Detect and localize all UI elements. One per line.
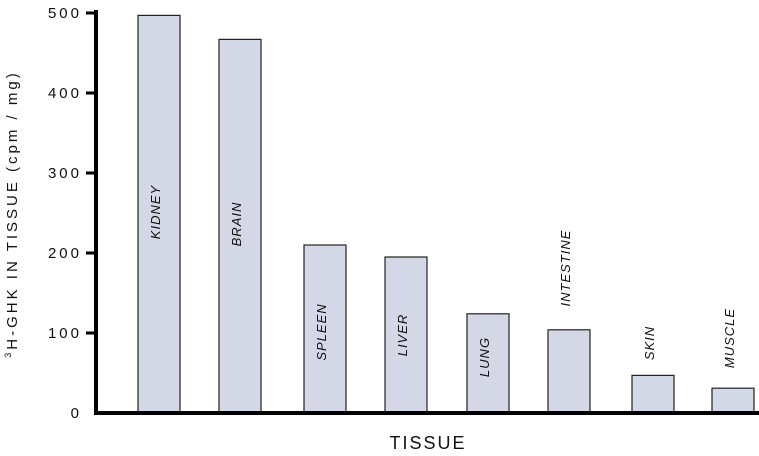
- x-axis-title: TISSUE: [389, 433, 466, 453]
- bar-brain: [218, 38, 262, 414]
- bars-group: [137, 14, 755, 414]
- bar-muscle: [711, 387, 755, 414]
- bar-label-kidney: KIDNEY: [148, 184, 163, 239]
- y-tick-label-400: 400: [48, 85, 82, 102]
- y-axis-title: 3H-GHK IN TISSUE (cpm / mg): [3, 70, 21, 357]
- y-axis-title-superscript: 3: [3, 350, 13, 358]
- y-ticks-group: 0 100 200 300 400 500: [48, 5, 96, 422]
- y-axis-title-text: H-GHK IN TISSUE (cpm / mg): [4, 70, 21, 349]
- bar-labels-group: KIDNEY BRAIN SPLEEN LIVER LUNG INTESTINE SKIN M…: [148, 184, 737, 377]
- bar-label-liver: LIVER: [395, 314, 410, 357]
- bar-spleen: [303, 244, 347, 414]
- bar-label-skin: SKIN: [642, 326, 657, 360]
- bar-label-intestine: INTESTINE: [558, 230, 573, 307]
- bar-kidney: [137, 14, 181, 414]
- bar-label-lung: LUNG: [477, 337, 492, 377]
- bar-skin: [631, 374, 675, 414]
- y-tick-label-0: 0: [71, 405, 82, 422]
- bar-intestine: [547, 329, 591, 414]
- y-tick-label-200: 200: [48, 245, 82, 262]
- y-tick-label-500: 500: [48, 5, 82, 22]
- bar-label-brain: BRAIN: [229, 202, 244, 247]
- bar-label-muscle: MUSCLE: [722, 308, 737, 368]
- bar-label-spleen: SPLEEN: [314, 303, 329, 360]
- bar-liver: [384, 256, 428, 414]
- y-tick-label-100: 100: [48, 325, 82, 342]
- y-tick-label-300: 300: [48, 165, 82, 182]
